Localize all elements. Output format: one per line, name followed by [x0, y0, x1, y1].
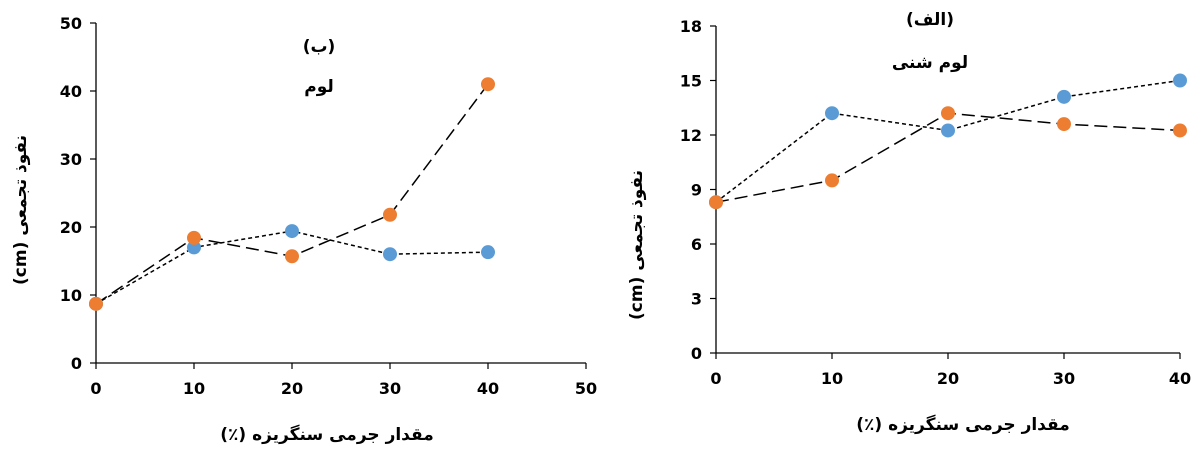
chart-right-xtick-label: 20	[937, 369, 959, 388]
chart-right-data-point	[825, 173, 839, 188]
chart-left-data-point	[89, 296, 103, 311]
chart-left-data-point	[383, 207, 397, 222]
chart-left-ytick-label: 0	[71, 354, 82, 373]
chart-right-x-axis-title: مقدار جرمی سنگریزه (٪)	[856, 414, 1070, 435]
chart-right-xtick-label: 40	[1169, 369, 1191, 388]
chart-left-data-point	[481, 77, 495, 92]
chart-left-xtick-label: 40	[477, 379, 499, 398]
chart-right-ytick-label: 6	[691, 235, 702, 254]
chart-left-x-axis-title: مقدار جرمی سنگریزه (٪)	[220, 424, 434, 445]
chart-left-ytick-label: 10	[60, 286, 82, 305]
chart-left-data-point	[481, 245, 495, 260]
chart-right: 0 3 6 9 12 15 18 0 10 20 30 40 (الف) لوم شنی مقدار جرم…	[627, 10, 1191, 435]
chart-left-y-axis-title: نفوذ تجمعی (cm)	[11, 135, 31, 285]
chart-right-title: (الف)	[906, 10, 954, 30]
chart-right-data-point	[825, 106, 839, 121]
chart-right-data-point	[1173, 73, 1187, 88]
chart-left-ytick-label: 20	[60, 218, 82, 237]
chart-right-ytick-label: 9	[691, 181, 702, 200]
chart-right-data-point	[1057, 117, 1071, 132]
chart-right-subtitle: لوم شنی	[892, 53, 968, 73]
chart-right-ytick-label: 0	[691, 344, 702, 363]
chart-left-xtick-label: 10	[183, 379, 205, 398]
chart-right-data-point	[1057, 89, 1071, 104]
chart-left-data-point	[285, 249, 299, 264]
chart-left: 0 10 20 30 40 50 0 10 20 30 40 50 (ب) لوم مقدار جرمی س…	[11, 14, 597, 445]
chart-left-data-point	[285, 224, 299, 239]
chart-left-subtitle: لوم	[304, 77, 334, 97]
chart-left-xtick-label: 30	[379, 379, 401, 398]
chart-left-title: (ب)	[303, 37, 336, 57]
chart-right-ytick-label: 15	[680, 72, 702, 91]
chart-right-xtick-label: 0	[710, 369, 721, 388]
chart-left-xtick-label: 20	[281, 379, 303, 398]
chart-right-ytick-label: 18	[680, 17, 702, 36]
chart-left-ytick-label: 40	[60, 82, 82, 101]
chart-right-ytick-label: 12	[680, 126, 702, 145]
chart-right-xtick-label: 10	[821, 369, 843, 388]
chart-left-ytick-label: 30	[60, 150, 82, 169]
chart-left-series-line	[95, 83, 489, 305]
chart-right-data-point	[1173, 123, 1187, 138]
chart-right-y-axis-title: نفوذ تجمعی (cm)	[627, 170, 647, 320]
chart-left-series-line	[95, 230, 489, 305]
chart-left-data-point	[383, 247, 397, 262]
chart-right-series-line	[715, 79, 1181, 203]
chart-right-xtick-label: 30	[1053, 369, 1075, 388]
chart-left-data-point	[187, 230, 201, 245]
chart-right-data-point	[941, 106, 955, 121]
chart-right-ytick-label: 3	[691, 290, 702, 309]
chart-left-xtick-label: 50	[575, 379, 597, 398]
chart-left-xtick-label: 0	[90, 379, 101, 398]
chart-left-ytick-label: 50	[60, 14, 82, 33]
chart-right-data-point	[709, 195, 723, 210]
chart-right-data-point	[941, 123, 955, 138]
